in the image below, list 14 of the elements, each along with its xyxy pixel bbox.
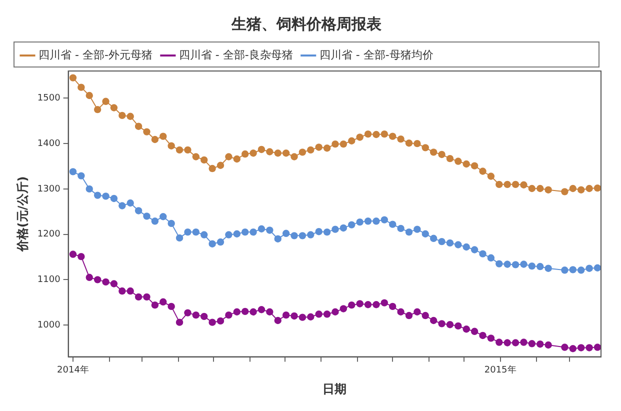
x-tick-label: 2014年 (57, 364, 89, 376)
y-tick-label: 1400 (37, 138, 61, 149)
legend-label: 四川省 - 全部-母猪均价 (319, 48, 434, 62)
y-tick-label: 1100 (37, 275, 61, 286)
y-tick-label: 1500 (37, 94, 61, 104)
y-tick-label: 1300 (37, 184, 61, 194)
legend-label: 四川省 - 全部-良杂母猪 (178, 48, 293, 62)
y-tick-label: 1000 (37, 320, 61, 330)
y-tick-label: 1200 (37, 230, 61, 240)
x-tick-label: 2015年 (484, 364, 516, 376)
y-axis-title: 价格(元/公斤) (15, 176, 30, 253)
legend-label: 四川省 - 全部-外元母猪 (38, 48, 152, 62)
chart-title: 生猪、饲料价格周报表 (230, 14, 382, 33)
x-axis-title: 日期 (322, 382, 347, 396)
